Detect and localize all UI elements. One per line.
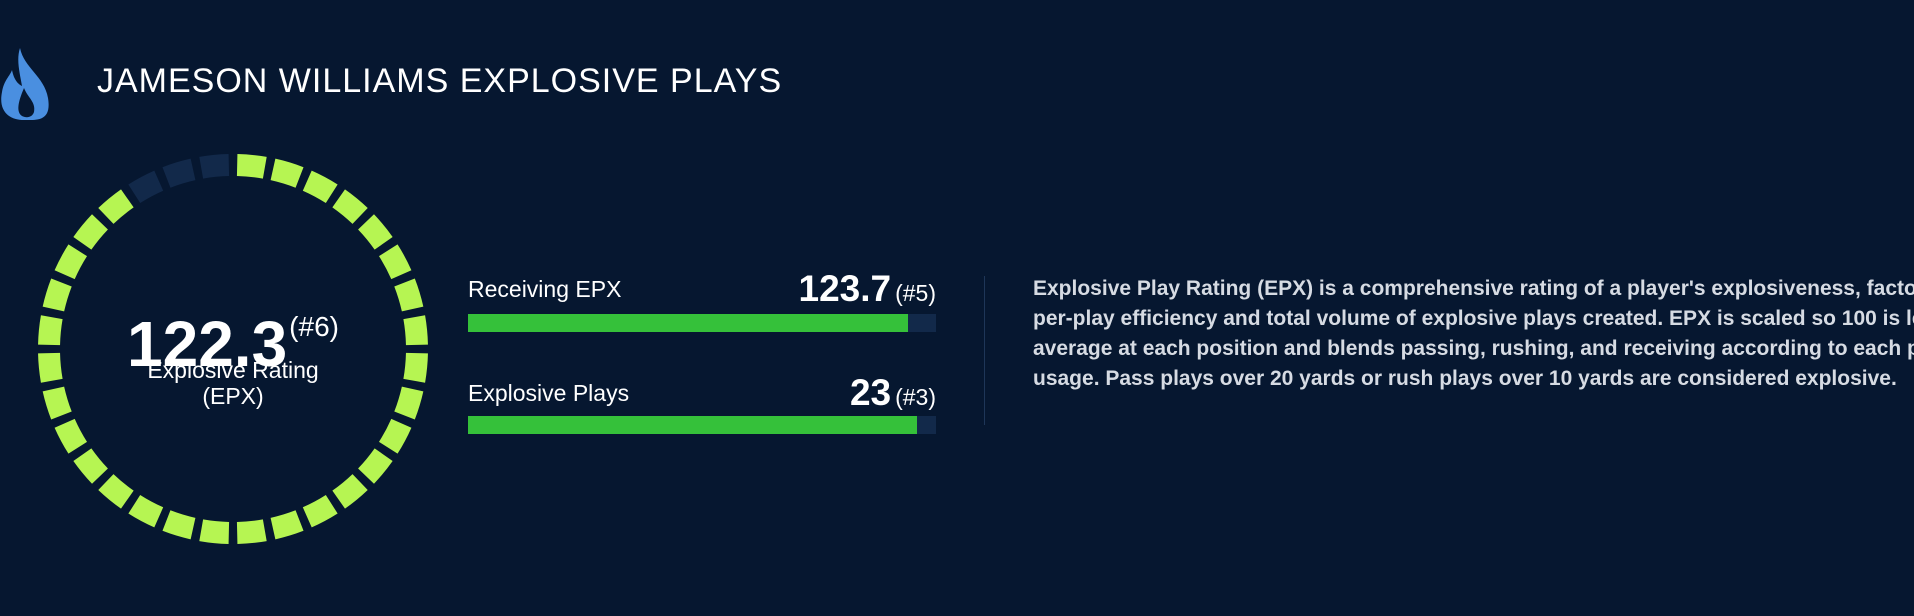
rating-rank: (#6) bbox=[289, 311, 339, 342]
metric-label: Receiving EPX bbox=[468, 276, 622, 302]
metric-bar bbox=[468, 314, 908, 332]
metric-track bbox=[468, 314, 936, 332]
gauge-segment bbox=[358, 214, 393, 250]
gauge-segment bbox=[302, 494, 338, 528]
gauge-segment bbox=[38, 352, 63, 383]
title: JAMESON WILLIAMS EXPLOSIVE PLAYS bbox=[97, 62, 783, 100]
gauge-segment bbox=[302, 170, 338, 204]
gauge-segment bbox=[42, 278, 72, 312]
gauge-segment bbox=[403, 315, 428, 346]
gauge-segment bbox=[403, 352, 428, 383]
gauge-segment bbox=[236, 519, 267, 544]
rating-label: Explosive Rating bbox=[147, 357, 319, 383]
gauge-segment bbox=[199, 519, 230, 544]
gauge-segment bbox=[73, 448, 108, 484]
gauge-segment bbox=[98, 189, 134, 224]
metric-track bbox=[468, 416, 936, 434]
metric-value: 123.7 (#5) bbox=[700, 268, 937, 310]
rating-value: 122.3(#6) bbox=[83, 292, 383, 379]
metric-number: 123.7 bbox=[798, 268, 892, 309]
gauge-segment bbox=[270, 510, 304, 540]
rating-gauge bbox=[38, 154, 428, 544]
gauge-segment bbox=[73, 214, 108, 250]
gauge-segment bbox=[128, 170, 164, 204]
gauge-segment bbox=[199, 154, 230, 179]
gauge-segment bbox=[358, 448, 393, 484]
gauge-segment bbox=[394, 278, 424, 312]
flame-icon bbox=[1, 48, 49, 121]
metric-number: 23 bbox=[849, 372, 892, 413]
gauge-segment bbox=[332, 474, 368, 509]
gauge-segment bbox=[98, 474, 134, 509]
gauge-segment bbox=[332, 189, 368, 224]
gauge-segment bbox=[38, 315, 63, 346]
gauge-segment bbox=[42, 386, 72, 420]
description: Explosive Play Rating (EPX) is a compreh… bbox=[1033, 277, 1914, 390]
gauge-segment bbox=[378, 244, 412, 280]
metric-rank: (#3) bbox=[895, 384, 936, 410]
rating-sublabel: (EPX) bbox=[202, 383, 264, 409]
gauge-segment bbox=[394, 386, 424, 420]
gauge-segment bbox=[162, 510, 196, 540]
divider bbox=[984, 276, 985, 425]
gauge-segment bbox=[128, 494, 164, 528]
gauge-segment bbox=[162, 158, 196, 188]
metric-bar bbox=[468, 416, 918, 434]
gauge-segment bbox=[54, 418, 88, 454]
gauge-segment bbox=[378, 418, 412, 454]
rating-number: 122.3 bbox=[127, 308, 288, 380]
gauge-segment bbox=[54, 244, 88, 280]
gauge-segment bbox=[270, 158, 304, 188]
gauge-segment bbox=[236, 154, 267, 179]
metric-value: 23 (#3) bbox=[700, 372, 936, 414]
metric-rank: (#5) bbox=[895, 280, 936, 306]
metric-label: Explosive Plays bbox=[468, 380, 630, 406]
